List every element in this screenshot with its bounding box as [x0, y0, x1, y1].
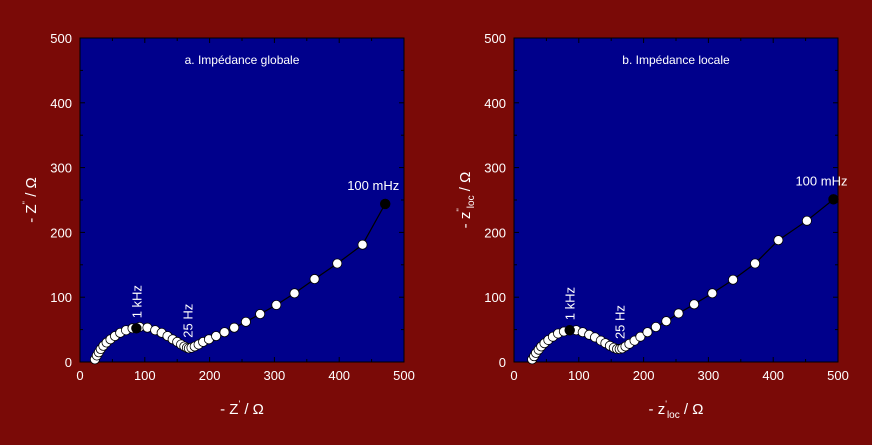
chart-title: b. Impédance locale	[622, 53, 730, 67]
x-axis-label: - z'loc / Ω	[649, 399, 704, 421]
data-point	[211, 331, 222, 342]
annotations: 1 kHz 25 Hz 100 mHz	[129, 178, 399, 338]
data-point	[289, 288, 300, 299]
data-markers	[527, 194, 839, 365]
data-point	[673, 308, 684, 319]
y-tick-label: 0	[65, 355, 72, 370]
frequency-annotation: 100 mHz	[795, 173, 847, 188]
x-tick-label: 0	[510, 368, 517, 383]
highlighted-point	[380, 198, 391, 210]
data-point	[801, 215, 812, 226]
frequency-annotation: 1 kHz	[563, 287, 578, 320]
y-tick-label: 200	[484, 225, 506, 240]
x-tick-label: 500	[393, 368, 415, 383]
y-tick-label: 500	[50, 31, 72, 46]
frequency-annotation: 1 kHz	[129, 285, 144, 318]
panel-global-impedance: 0 100 200 300 400 500 0 100 200 300 400 500 1 kHz 25…	[21, 31, 415, 418]
data-point	[332, 258, 343, 269]
y-tick-label: 300	[484, 161, 506, 176]
data-point	[773, 235, 784, 246]
y-tick-label: 400	[484, 96, 506, 111]
y-tick-label: 100	[484, 290, 506, 305]
plot-area	[80, 38, 404, 362]
frequency-annotation: 25 Hz	[181, 304, 196, 338]
panel-local-impedance: 0 100 200 300 400 500 0 100 200 300 400 500 1 kHz 25…	[455, 31, 849, 421]
x-tick-label: 200	[199, 368, 221, 383]
axes: 0 100 200 300 400 500 0 100 200 300 400 500	[484, 31, 849, 383]
highlighted-point	[131, 323, 142, 334]
data-point	[650, 322, 661, 333]
annotations: 1 kHz 25 Hz 100 mHz	[563, 173, 848, 339]
data-point	[219, 327, 230, 338]
x-axis-label: - Z' / Ω	[220, 399, 264, 418]
data-point	[229, 322, 240, 333]
data-point	[661, 316, 672, 327]
data-point	[309, 274, 320, 285]
data-point	[271, 299, 282, 310]
x-tick-label: 400	[762, 368, 784, 383]
data-point	[240, 316, 251, 327]
data-point	[689, 299, 700, 310]
chart-title: a. Impédance globale	[185, 53, 300, 67]
y-tick-label: 300	[50, 161, 72, 176]
x-tick-label: 300	[698, 368, 720, 383]
axes: 0 100 200 300 400 500 0 100 200 300 400 500	[50, 31, 415, 383]
data-point	[255, 309, 266, 320]
x-tick-label: 200	[633, 368, 655, 383]
data-markers	[89, 198, 391, 365]
frequency-annotation: 100 mHz	[347, 178, 399, 193]
data-point	[707, 288, 718, 299]
highlighted-point	[564, 325, 575, 336]
y-tick-label: 0	[499, 355, 506, 370]
x-tick-label: 100	[568, 368, 590, 383]
y-tick-label: 400	[50, 96, 72, 111]
x-tick-label: 100	[134, 368, 156, 383]
frequency-annotation: 25 Hz	[613, 305, 628, 339]
highlighted-point	[828, 194, 839, 205]
x-tick-label: 400	[328, 368, 350, 383]
y-tick-label: 200	[50, 225, 72, 240]
y-axis-label: - Z'' / Ω	[21, 177, 40, 222]
data-point	[357, 239, 368, 250]
y-axis-label: - z''loc / Ω	[455, 172, 477, 229]
y-tick-label: 100	[50, 290, 72, 305]
x-tick-label: 0	[76, 368, 83, 383]
plot-area	[514, 38, 838, 362]
y-tick-label: 500	[484, 31, 506, 46]
data-point	[635, 331, 646, 342]
data-point	[642, 327, 653, 338]
x-tick-label: 500	[827, 368, 849, 383]
x-tick-label: 300	[264, 368, 286, 383]
data-point	[728, 274, 739, 285]
data-point	[750, 258, 761, 269]
